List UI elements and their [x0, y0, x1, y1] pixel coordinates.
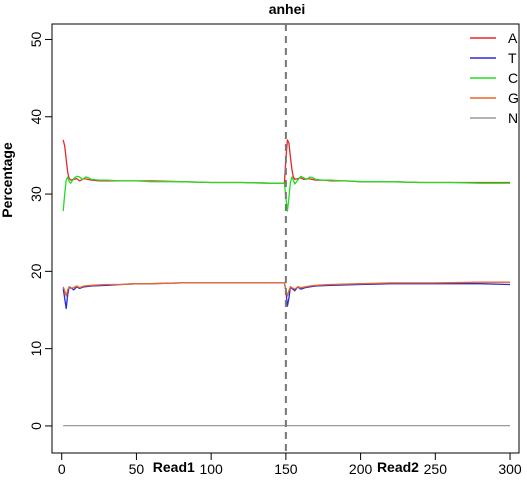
legend-label: N [508, 110, 518, 126]
x-tick-label: 250 [424, 461, 448, 477]
read-label: Read2 [377, 459, 419, 475]
x-tick-label: 100 [199, 461, 223, 477]
read-labels: Read1 Read2 [153, 459, 419, 475]
chart-title: anhei [269, 1, 306, 17]
y-tick-label: 50 [28, 31, 44, 47]
y-axis-title: Percentage [0, 142, 15, 218]
x-axis: 0 50 100 150 200 250 300 [58, 453, 522, 477]
x-tick-label: 50 [129, 461, 145, 477]
y-tick-label: 40 [28, 109, 44, 125]
x-tick-label: 200 [349, 461, 373, 477]
series-line-c [62, 175, 510, 212]
x-tick-label: 0 [58, 461, 66, 477]
legend-label: A [508, 30, 518, 46]
y-tick-label: 30 [28, 186, 44, 202]
legend-label: C [508, 70, 518, 86]
legend-label: T [508, 50, 517, 66]
legend-label: G [508, 90, 519, 106]
read-label: Read1 [153, 459, 195, 475]
y-tick-label: 0 [28, 422, 44, 430]
y-axis: 0 10 20 30 40 50 [28, 31, 52, 430]
series-line-g [62, 281, 510, 297]
y-tick-label: 10 [28, 341, 44, 357]
x-tick-label: 150 [274, 461, 298, 477]
x-tick-label: 300 [498, 461, 522, 477]
y-tick-label: 20 [28, 263, 44, 279]
